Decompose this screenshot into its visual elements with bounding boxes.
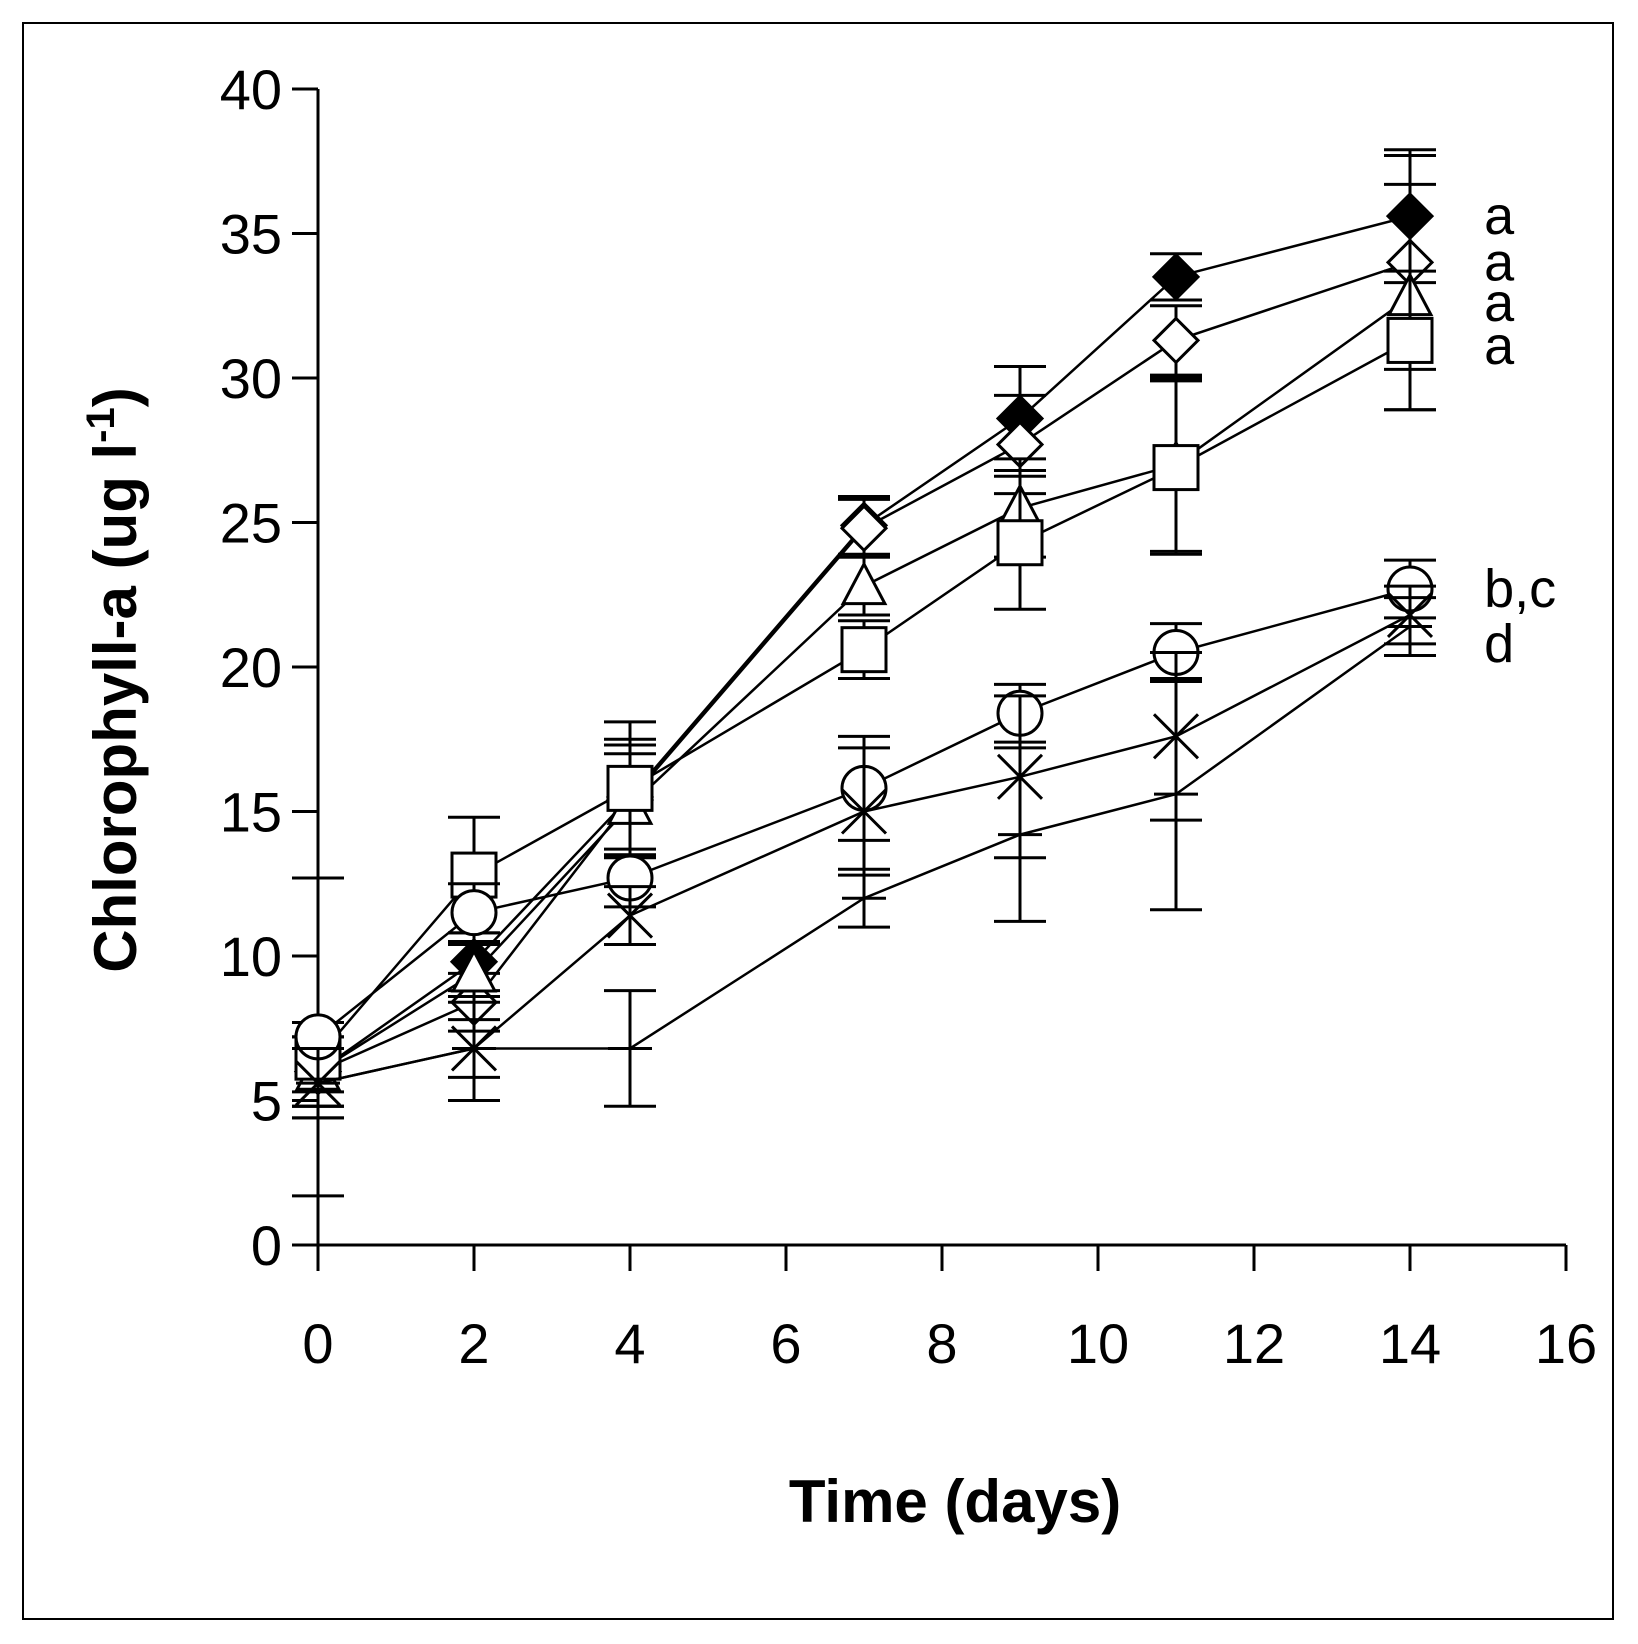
x-tick-label: 6 <box>770 1312 801 1375</box>
marker-point <box>450 948 498 993</box>
marker-point <box>840 788 888 835</box>
y-tick-label: 35 <box>220 203 282 266</box>
y-axis-title: Chlorophyll-a (ug l-1) <box>79 387 149 973</box>
significance-label: a <box>1484 186 1515 246</box>
y-tick-label: 40 <box>220 58 282 121</box>
x-tick-label: 12 <box>1223 1312 1285 1375</box>
marker-point <box>840 560 888 606</box>
x-tick-label: 16 <box>1535 1312 1597 1375</box>
significance-label: b,c <box>1484 559 1556 619</box>
series-layer <box>292 148 1436 1198</box>
y-tick-label: 30 <box>220 347 282 410</box>
marker-point <box>606 764 654 812</box>
y-tick-label: 10 <box>220 925 282 988</box>
marker-point <box>996 519 1044 567</box>
x-tick-label: 14 <box>1379 1312 1441 1375</box>
y-tick-label: 20 <box>220 636 282 699</box>
significance-label: a <box>1484 232 1515 292</box>
marker-point <box>450 889 498 937</box>
x-tick-label: 2 <box>458 1312 489 1375</box>
y-axis-title-main: Chlorophyll-a (ug l <box>82 443 149 973</box>
y-axis-title-superscript: -1 <box>79 407 123 443</box>
y-tick-label: 0 <box>251 1214 282 1277</box>
marker-point <box>1151 316 1201 365</box>
marker-point <box>606 892 654 939</box>
significance-label: a <box>1484 273 1515 333</box>
marker-point <box>1151 252 1201 301</box>
y-tick-label: 25 <box>220 492 282 555</box>
series-open-square <box>292 269 1436 1094</box>
marker-point <box>840 626 888 674</box>
marker-point <box>1386 316 1434 364</box>
x-tick-label: 4 <box>614 1312 645 1375</box>
series-plus-dash <box>292 596 1436 1120</box>
y-tick-label: 5 <box>251 1070 282 1133</box>
marker-point <box>1152 444 1200 492</box>
significance-label: d <box>1484 614 1514 674</box>
x-tick-label: 8 <box>926 1312 957 1375</box>
significance-label: a <box>1484 316 1515 376</box>
marker-point <box>839 504 889 553</box>
x-tick-label: 10 <box>1067 1312 1129 1375</box>
axes: 0 5 10 15 20 25 30 35 40 0 2 4 6 8 10 12 14 16 <box>220 58 1597 1375</box>
y-tick-label: 15 <box>220 781 282 844</box>
y-axis-title-close: ) <box>82 387 149 407</box>
x-tick-label: 0 <box>302 1312 333 1375</box>
x-axis-title: Time (days) <box>789 1468 1121 1535</box>
chart-frame <box>22 22 1614 1620</box>
